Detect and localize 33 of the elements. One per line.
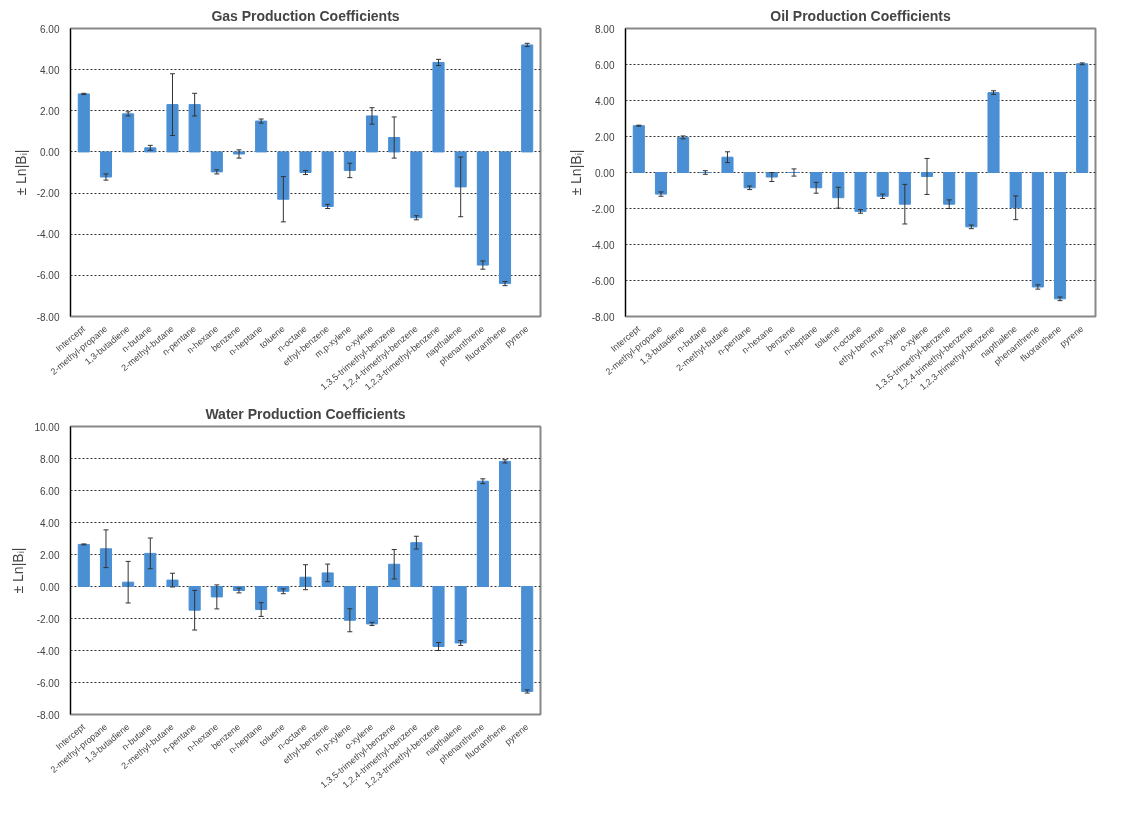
- chart-title: Gas Production Coefficients: [211, 7, 400, 24]
- y-tick-label: -8.00: [36, 709, 60, 721]
- y-tick-label: -2.00: [36, 188, 60, 200]
- y-tick-label: 0.00: [40, 146, 60, 158]
- y-tick-label: 6.00: [595, 59, 615, 71]
- y-tick-label: -2.00: [591, 203, 615, 215]
- y-tick-label: 4.00: [40, 64, 60, 76]
- y-tick-label: 0.00: [595, 167, 615, 179]
- y-tick-label: -2.00: [36, 613, 60, 625]
- y-tick-label: 8.00: [40, 453, 60, 465]
- y-axis-title: ± Ln|Bᵢ|: [12, 149, 29, 196]
- y-tick-label: -4.00: [591, 239, 615, 251]
- y-tick-label: 10.00: [34, 421, 60, 433]
- y-tick-label: 0.00: [40, 581, 60, 593]
- y-tick-label: -6.00: [591, 275, 615, 287]
- y-tick-label: 2.00: [595, 131, 615, 143]
- y-axis-title: ± Ln|Bᵢ|: [10, 547, 27, 594]
- y-tick-label: -6.00: [36, 270, 60, 282]
- y-tick-label: 4.00: [40, 517, 60, 529]
- y-tick-label: 6.00: [40, 485, 60, 497]
- chart-title: Water Production Coefficients: [205, 405, 406, 422]
- y-tick-label: 4.00: [595, 95, 615, 107]
- y-tick-label: -4.00: [36, 229, 60, 241]
- chart-title: Oil Production Coefficients: [770, 7, 951, 24]
- y-tick-label: 8.00: [595, 23, 615, 35]
- y-tick-label: -4.00: [36, 645, 60, 657]
- y-tick-label: 2.00: [40, 105, 60, 117]
- y-tick-label: 6.00: [40, 23, 60, 35]
- y-tick-label: -8.00: [591, 311, 615, 323]
- y-axis-title: ± Ln|Bᵢ|: [567, 149, 584, 196]
- y-tick-label: -8.00: [36, 311, 60, 323]
- y-tick-label: 2.00: [40, 549, 60, 561]
- y-tick-label: -6.00: [36, 677, 60, 689]
